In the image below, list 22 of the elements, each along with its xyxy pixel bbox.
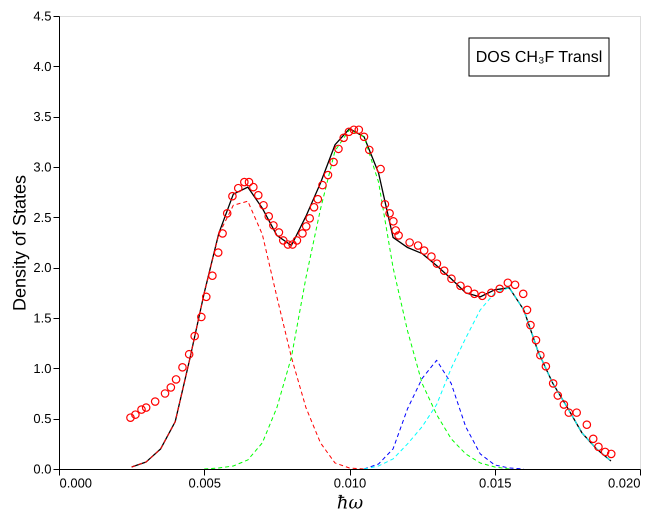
y-tick-label: 3.0 bbox=[33, 160, 52, 174]
y-tick-label: 4.5 bbox=[33, 8, 52, 24]
y-tick-label: 4.0 bbox=[33, 58, 52, 74]
y-tick-label: 2.5 bbox=[33, 210, 52, 225]
y-axis-title: Density of States bbox=[9, 174, 30, 312]
x-tick-label: 0.005 bbox=[188, 476, 222, 490]
annotation: DOS CH₃F Transl bbox=[476, 49, 602, 66]
y-tick-label: 1.5 bbox=[33, 310, 52, 326]
line-series bbox=[364, 360, 524, 469]
x-tick-label: 0.020 bbox=[608, 476, 640, 490]
y-tick-label: 2.0 bbox=[33, 260, 52, 276]
y-tick-label: 0.0 bbox=[33, 462, 52, 476]
x-axis-title: ħω bbox=[336, 492, 364, 514]
line-series bbox=[364, 287, 612, 469]
x-tick-label: 0.015 bbox=[478, 476, 512, 490]
y-tick-label: 0.5 bbox=[33, 411, 52, 426]
x-tick-label: 0.010 bbox=[334, 476, 366, 490]
y-tick-label: 3.5 bbox=[33, 109, 52, 124]
x-tick-label: 0.000 bbox=[60, 476, 92, 490]
line-series bbox=[131, 200, 365, 469]
y-tick-label: 1.0 bbox=[33, 360, 52, 376]
line-series bbox=[204, 129, 510, 469]
